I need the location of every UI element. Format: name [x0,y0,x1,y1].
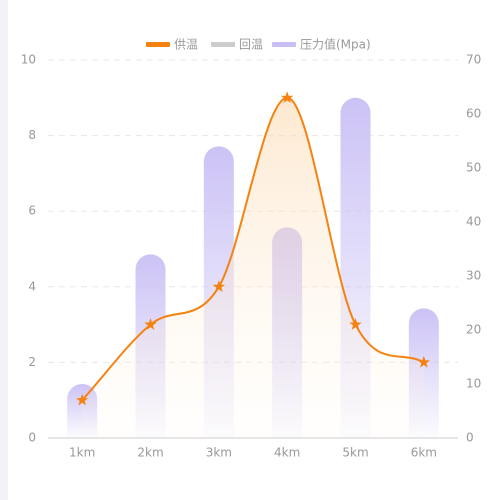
y-tick-label: 10 [21,53,36,67]
x-tick-label: 2km [137,446,163,460]
point-marker [144,318,157,330]
y-tick-label: 4 [28,279,36,293]
x-tick-label: 3km [206,446,232,460]
y-tick-label: 2 [28,355,36,369]
y2-tick-label: 30 [466,269,481,283]
point-marker [212,280,226,293]
point-marker [349,318,362,330]
point-marker [75,393,89,406]
legend-label: 供温 [174,38,198,52]
y2-tick-label: 20 [466,323,481,337]
x-tick-label: 6km [411,446,437,460]
legend-swatch [211,42,235,47]
point-marker [417,355,431,368]
x-tick-label: 5km [342,446,368,460]
legend-swatch [146,42,170,47]
y2-tick-label: 50 [466,161,481,175]
y-tick-label: 8 [28,128,36,142]
legend-label: 回温 [239,38,263,52]
legend-swatch [272,42,296,47]
y2-tick-label: 40 [466,215,481,229]
x-tick-label: 4km [274,446,300,460]
point-marker [280,91,294,104]
y-tick-label: 6 [28,204,36,218]
side-strip [0,0,8,500]
legend-label: 压力值(Mpa) [300,37,371,52]
x-tick-label: 1km [69,446,95,460]
y2-tick-label: 60 [466,107,481,121]
line-area [82,97,424,439]
y2-tick-label: 10 [466,377,481,391]
y-tick-label: 0 [28,431,36,445]
y2-tick-label: 0 [466,431,474,445]
y2-tick-label: 70 [466,53,481,67]
